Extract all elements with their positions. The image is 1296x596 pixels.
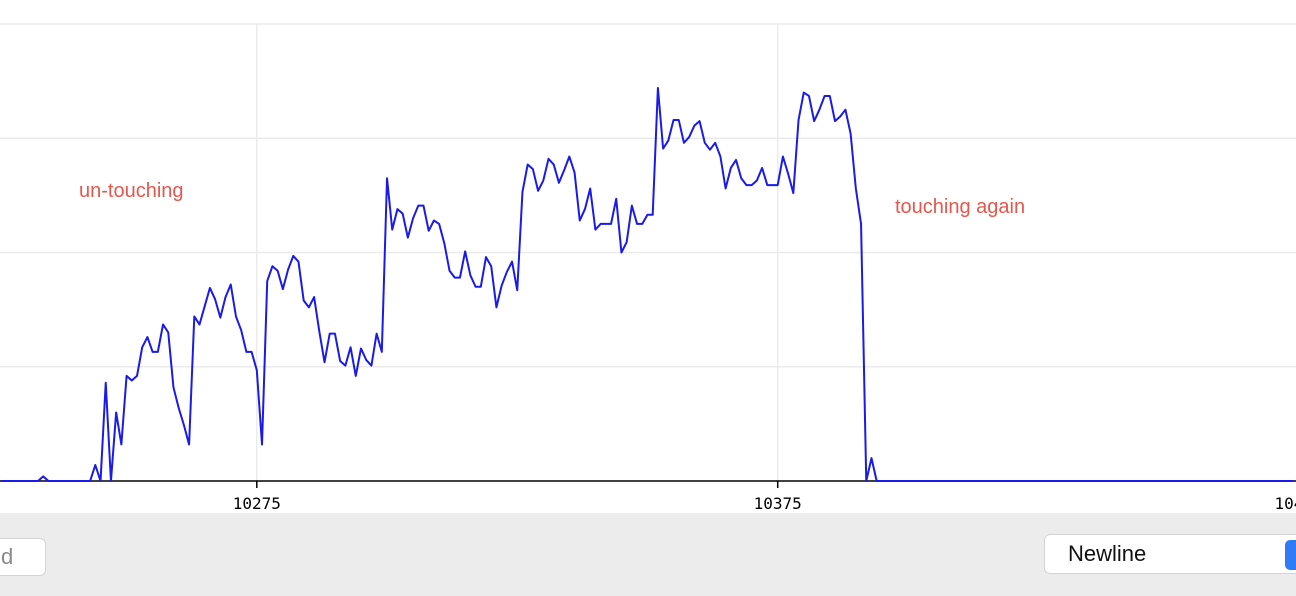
select-arrow[interactable] xyxy=(1285,540,1296,570)
plot-background xyxy=(0,0,1296,513)
toolbar: d Newline xyxy=(0,513,1296,596)
line-ending-select[interactable]: Newline xyxy=(1044,534,1296,574)
message-field[interactable]: d xyxy=(0,538,46,576)
serial-plotter: 10275 10375 10475 un-touching touching again xyxy=(0,0,1296,513)
data-line xyxy=(1,86,1294,482)
x-tick-label: 10475 xyxy=(1275,494,1296,513)
annotation: un-touching xyxy=(79,180,184,202)
annotation: touching again xyxy=(895,196,1025,218)
x-tick-label: 10375 xyxy=(754,494,802,513)
x-tick-label: 10275 xyxy=(233,494,281,513)
